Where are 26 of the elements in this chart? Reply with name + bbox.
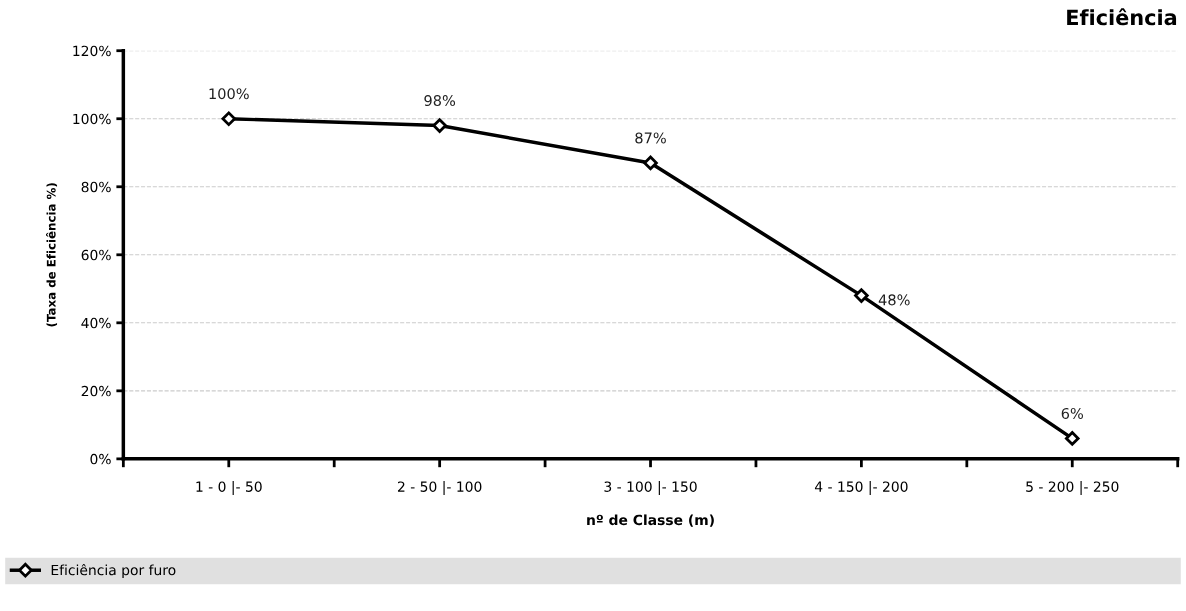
data-label: 87% bbox=[635, 132, 666, 144]
point bbox=[432, 118, 447, 133]
point bbox=[643, 155, 658, 171]
y-tick-label: 120% bbox=[73, 45, 111, 57]
legend-label: Eficiência por furo bbox=[51, 563, 176, 578]
y-tick-label: 100% bbox=[73, 113, 111, 125]
x-axis-title: nº de Classe (m) bbox=[587, 514, 714, 527]
y-axis-title: (Taxa de Eficiência %) bbox=[46, 183, 58, 327]
y-tick-label: 20% bbox=[81, 385, 111, 397]
data-label: 48% bbox=[878, 294, 910, 306]
y-tick-label: 40% bbox=[81, 317, 111, 329]
x-tick-label: 4 - 150 |- 200 bbox=[814, 481, 908, 495]
data-label: 6% bbox=[1061, 407, 1084, 419]
y-tick-label: 80% bbox=[81, 181, 111, 193]
y-tick-label: 60% bbox=[81, 249, 111, 261]
point bbox=[1064, 431, 1080, 446]
x-tick-label: 1 - 0 |- 50 bbox=[196, 481, 262, 495]
point bbox=[854, 288, 869, 303]
point bbox=[221, 111, 237, 127]
x-tick-label: 2 - 50 |- 100 bbox=[397, 481, 482, 495]
chart-title: Eficiência bbox=[1067, 8, 1177, 26]
data-label: 98% bbox=[424, 95, 456, 107]
data-label: 100% bbox=[209, 88, 249, 100]
x-tick-label: 3 - 100 |- 150 bbox=[604, 481, 697, 495]
y-tick-label: 0% bbox=[90, 453, 111, 465]
x-tick-label: 5 - 200 |- 250 bbox=[1026, 481, 1119, 495]
